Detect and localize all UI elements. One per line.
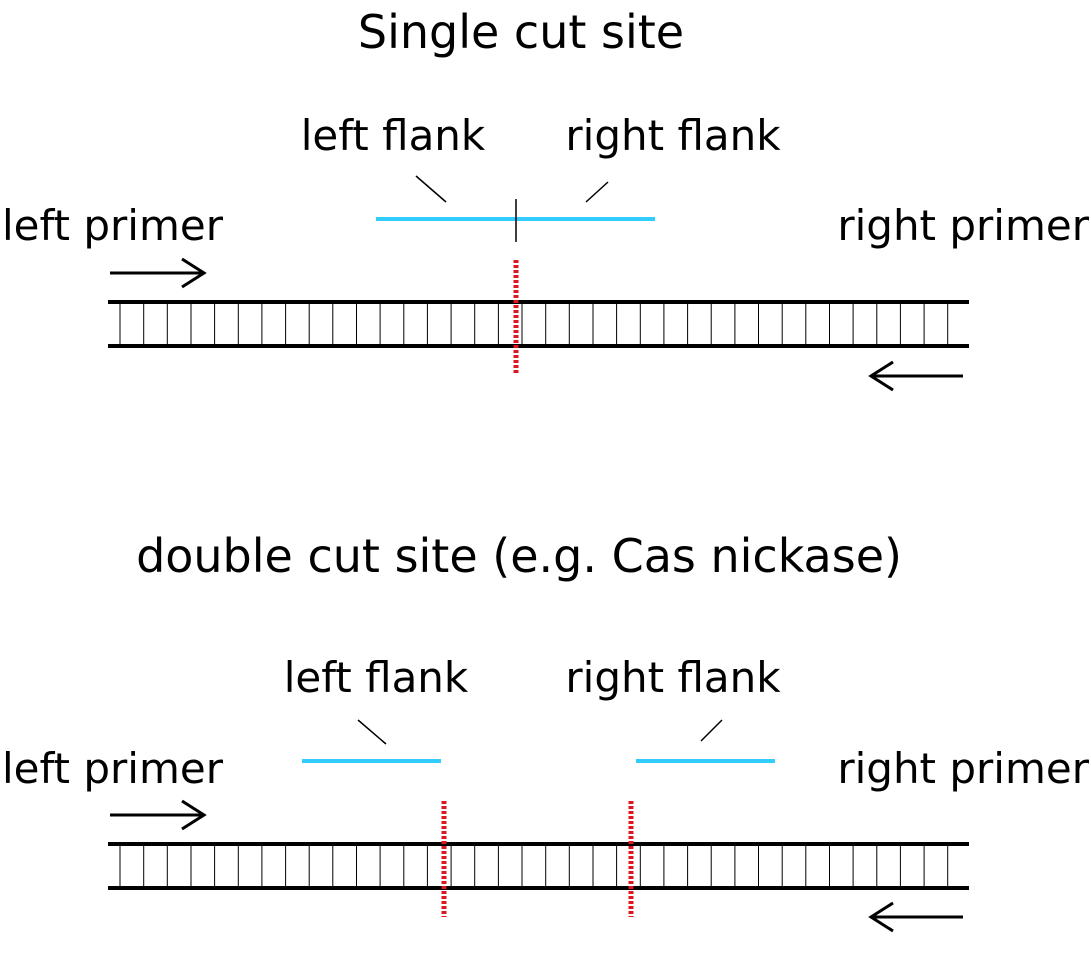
right-flank-label: right flank bbox=[565, 111, 781, 160]
left-flank-label: left flank bbox=[284, 653, 469, 702]
right-flank-pointer bbox=[585, 181, 609, 203]
left-primer-arrow bbox=[110, 257, 207, 289]
base-pair-rungs bbox=[119, 302, 949, 346]
right-primer-label: right primer bbox=[837, 744, 1089, 793]
double-cut-panel: double cut site (e.g. Cas nickase) left … bbox=[2, 529, 1090, 933]
left-flank-label: left flank bbox=[301, 111, 486, 160]
panel-title: Single cut site bbox=[358, 5, 684, 59]
panel-title: double cut site (e.g. Cas nickase) bbox=[136, 529, 902, 583]
left-flank-pointer bbox=[357, 719, 387, 745]
left-primer-label: left primer bbox=[2, 744, 224, 793]
dna-double-strand bbox=[108, 300, 969, 348]
dna-double-strand bbox=[108, 842, 969, 890]
left-primer-label: left primer bbox=[2, 201, 224, 250]
left-flank-pointer bbox=[415, 175, 447, 203]
right-primer-arrow bbox=[868, 901, 963, 933]
right-flank-pointer bbox=[700, 719, 723, 742]
left-primer-arrow bbox=[110, 799, 207, 831]
right-primer-label: right primer bbox=[837, 201, 1089, 250]
right-flank-label: right flank bbox=[565, 653, 781, 702]
right-primer-arrow bbox=[868, 360, 963, 392]
base-pair-rungs bbox=[119, 844, 949, 888]
single-cut-panel: Single cut site left flank right flank l… bbox=[2, 5, 1090, 392]
